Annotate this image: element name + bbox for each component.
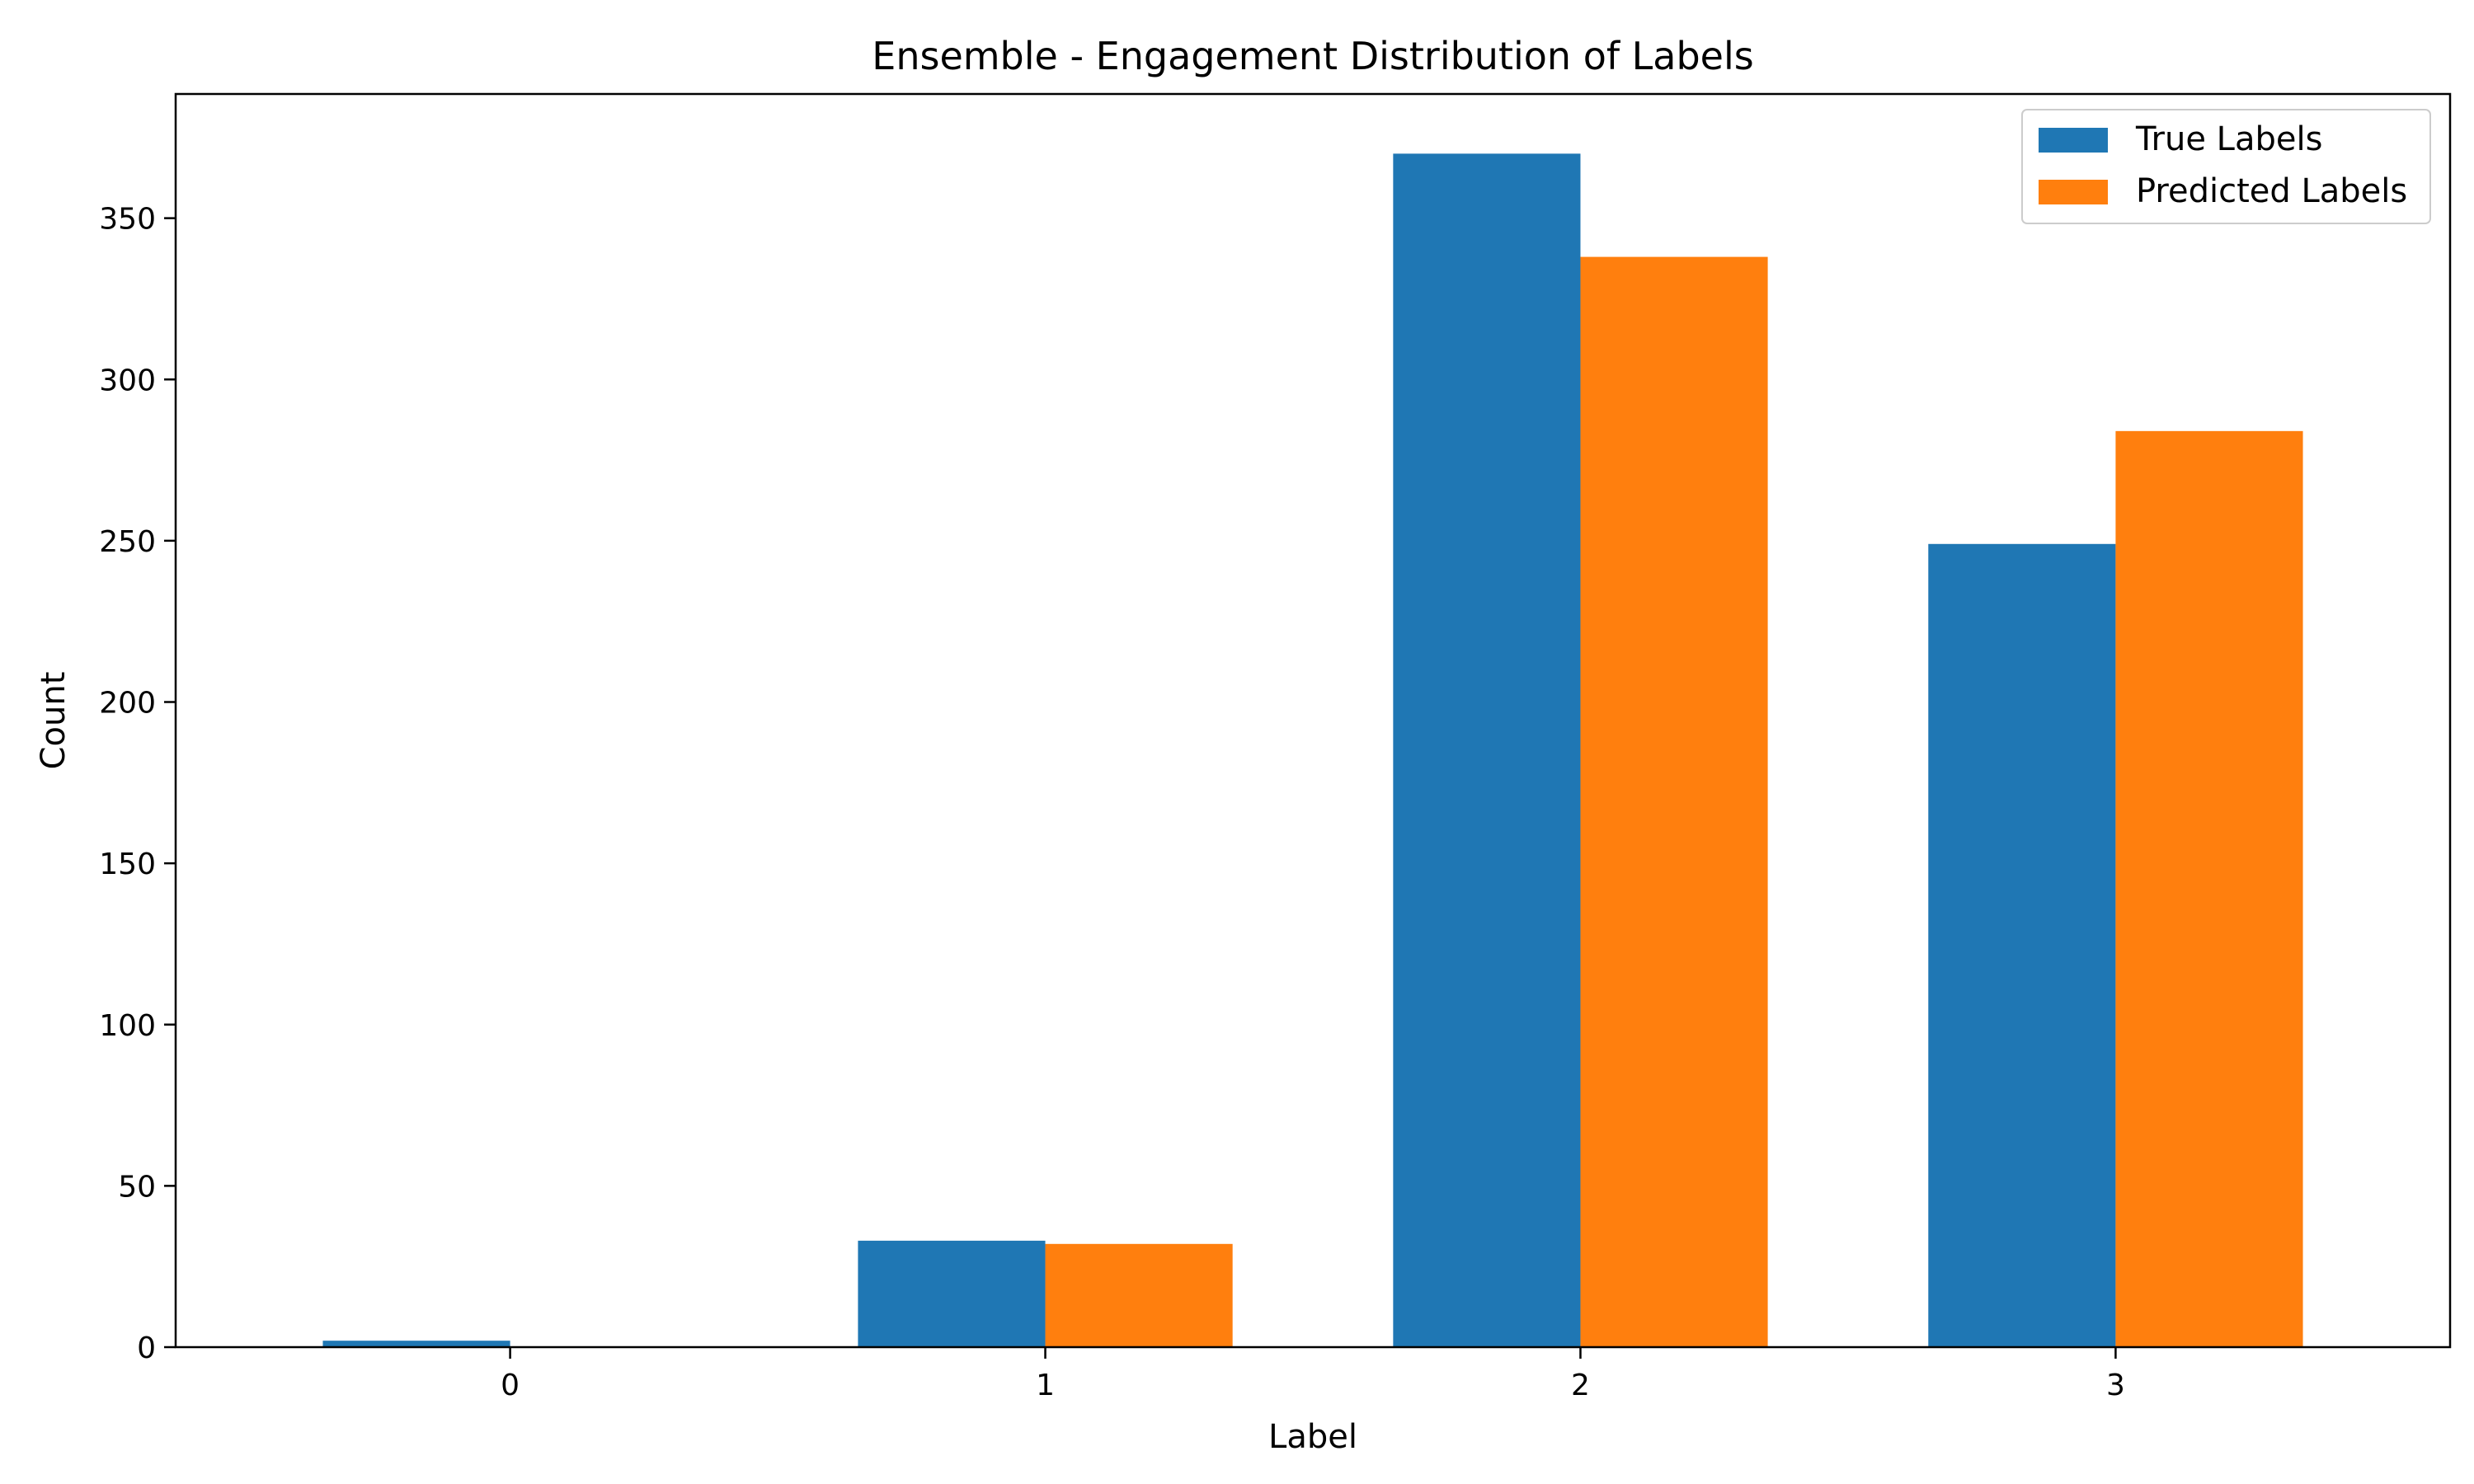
y-tick-label: 250 xyxy=(99,525,156,559)
legend-label-predicted-labels: Predicted Labels xyxy=(2136,172,2407,210)
bar-predicted-labels-2 xyxy=(1580,256,1768,1348)
bar-predicted-labels-1 xyxy=(1045,1243,1233,1347)
x-tick-label: 0 xyxy=(501,1369,520,1402)
x-tick-label: 1 xyxy=(1036,1369,1055,1402)
bars-group xyxy=(322,153,2303,1348)
x-tick-label: 2 xyxy=(1571,1369,1590,1402)
bar-true-labels-3 xyxy=(1928,543,2116,1347)
y-tick-label: 350 xyxy=(99,203,156,237)
bar-predicted-labels-3 xyxy=(2115,430,2303,1347)
legend-swatch-predicted-labels xyxy=(2039,180,2108,204)
y-axis-ticks: 0 50 100 150 200 250 300 350 xyxy=(99,203,176,1365)
bar-true-labels-2 xyxy=(1393,153,1581,1347)
y-tick-label: 50 xyxy=(118,1170,156,1204)
y-tick-label: 200 xyxy=(99,687,156,721)
y-tick-label: 150 xyxy=(99,848,156,881)
legend: True Labels Predicted Labels xyxy=(2021,109,2431,224)
x-tick-label: 3 xyxy=(2106,1369,2125,1402)
x-axis-label: Label xyxy=(1268,1418,1357,1456)
x-axis-ticks: 0 1 2 3 xyxy=(501,1347,2125,1402)
bar-true-labels-0 xyxy=(322,1341,510,1347)
plot-frame xyxy=(174,92,2452,1349)
y-tick-label: 100 xyxy=(99,1009,156,1043)
y-tick-label: 300 xyxy=(99,364,156,397)
legend-swatch-true-labels xyxy=(2039,128,2108,153)
legend-label-true-labels: True Labels xyxy=(2135,120,2322,158)
y-tick-label: 0 xyxy=(137,1331,156,1365)
y-axis-label: Count xyxy=(35,672,73,770)
chart-title: Ensemble - Engagement Distribution of La… xyxy=(872,34,1753,78)
bar-true-labels-1 xyxy=(858,1240,1046,1347)
legend-box xyxy=(2021,109,2431,224)
